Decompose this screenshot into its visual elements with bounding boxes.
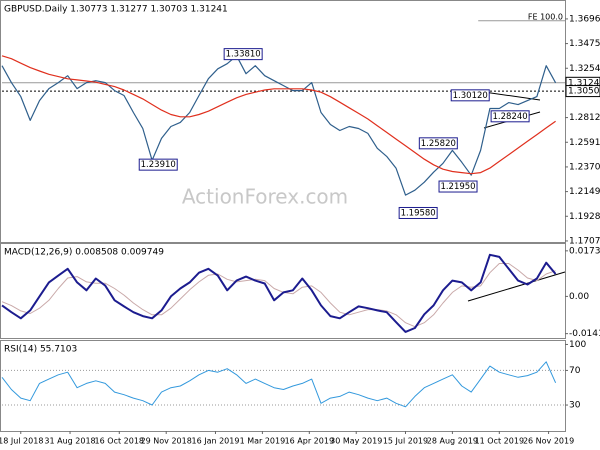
y-tick-label: 1.32545 [569,64,600,74]
x-tick-label: 1 Mar 2019 [240,437,286,446]
series-line [1,55,557,196]
x-tick-label: 29 Nov 2018 [141,437,192,446]
y-tick-label: 1.23705 [569,162,600,172]
y-tick-label: 0.017302 [569,246,600,256]
watermark: ActionForex.com [182,185,348,209]
y-tick-label: 1.25915 [569,138,600,148]
y-tick-label: 70 [569,366,581,376]
y-tick-label: 0.00 [569,292,589,302]
macd-panel [0,243,566,339]
annotation-box [438,180,478,193]
y-tick-label: 1.17075 [569,236,600,246]
panel-title: RSI(14) 55.7103 [4,345,77,355]
annotation-label: 1.19580 [401,208,436,218]
x-tick-label: 31 Aug 2018 [44,437,95,446]
price-box [565,85,600,98]
price-panel [0,0,566,243]
y-tick-label: 30 [569,401,581,411]
y-tick-label: 1.34755 [569,39,600,49]
series-line [1,361,557,408]
x-tick-label: 28 Aug 2019 [427,437,478,446]
y-tick-label: 1.19285 [569,212,600,222]
x-tick-label: 16 Oct 2018 [95,437,144,446]
annotation-label: 1.21950 [440,182,475,192]
panel-title: MACD(12,26,9) 0.008508 0.009749 [4,248,164,258]
y-tick-label: -0.014148 [569,329,600,339]
price-box-label: 1.30500 [568,87,600,97]
annotation-label: 1.30120 [453,91,488,101]
panel-title: GBPUSD.Daily 1.30773 1.31277 1.30703 1.3… [4,5,228,15]
series-line [1,263,556,328]
series-line [1,253,557,333]
x-tick-label: 26 Nov 2019 [523,437,574,446]
annotation-label: 1.33810 [226,50,261,60]
x-tick-label: 30 May 2019 [330,437,382,446]
annotation-label: 1.23910 [141,160,176,170]
x-tick-label: 15 Jul 2019 [383,437,428,446]
annotation-label: 1.28240 [493,112,528,122]
y-tick-label: 100 [569,340,586,350]
y-tick-label: 1.21495 [569,187,600,197]
annotation-box [223,48,263,61]
x-tick-label: 16 Apr 2019 [285,437,334,446]
annotation-box [490,110,530,123]
x-tick-label: 18 Jul 2018 [0,437,43,446]
annotation-box [418,137,458,150]
rsi-panel [0,340,566,432]
annotation-box [450,89,490,102]
x-tick-label: 11 Oct 2019 [475,437,524,446]
x-tick-label: 16 Jan 2019 [191,437,239,446]
price-box-label: 1.31241 [568,78,600,88]
annotation-label: 1.25820 [421,139,456,149]
annotation-box [138,158,178,171]
y-tick-label: 1.36965 [569,14,600,24]
macd-trend-line [467,271,566,302]
y-tick-label: 1.28125 [569,113,600,123]
fe-label: FE 100.0 [528,12,563,21]
annotation-box [398,206,438,219]
series-line [1,55,556,175]
